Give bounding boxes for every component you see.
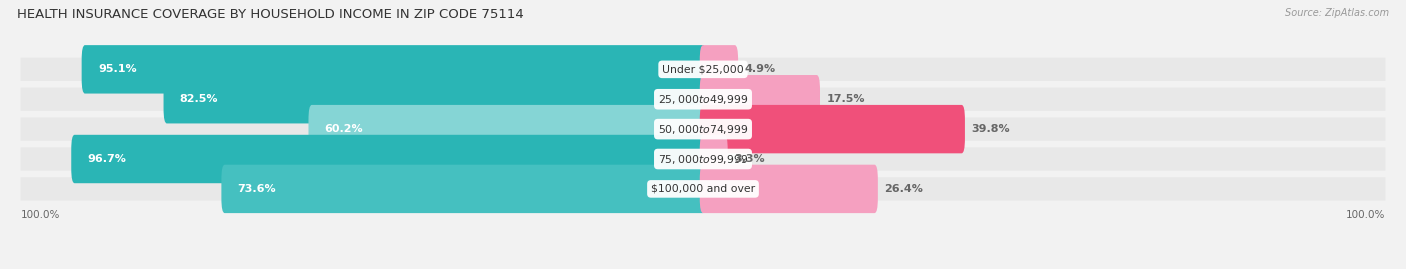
Text: $25,000 to $49,999: $25,000 to $49,999	[658, 93, 748, 106]
FancyBboxPatch shape	[700, 105, 965, 153]
Text: $100,000 and over: $100,000 and over	[651, 184, 755, 194]
FancyBboxPatch shape	[700, 75, 820, 123]
Text: 73.6%: 73.6%	[238, 184, 276, 194]
Text: 100.0%: 100.0%	[1346, 210, 1385, 220]
FancyBboxPatch shape	[700, 165, 877, 213]
FancyBboxPatch shape	[21, 177, 1385, 201]
Text: 100.0%: 100.0%	[21, 210, 60, 220]
Legend: With Coverage, Without Coverage: With Coverage, Without Coverage	[572, 266, 834, 269]
Text: 39.8%: 39.8%	[972, 124, 1010, 134]
FancyBboxPatch shape	[21, 147, 1385, 171]
FancyBboxPatch shape	[221, 165, 706, 213]
Text: 26.4%: 26.4%	[884, 184, 924, 194]
FancyBboxPatch shape	[21, 88, 1385, 111]
FancyBboxPatch shape	[21, 118, 1385, 141]
Text: HEALTH INSURANCE COVERAGE BY HOUSEHOLD INCOME IN ZIP CODE 75114: HEALTH INSURANCE COVERAGE BY HOUSEHOLD I…	[17, 8, 523, 21]
Text: 17.5%: 17.5%	[827, 94, 865, 104]
Text: 96.7%: 96.7%	[87, 154, 127, 164]
Text: 60.2%: 60.2%	[325, 124, 363, 134]
FancyBboxPatch shape	[700, 45, 738, 94]
Text: $75,000 to $99,999: $75,000 to $99,999	[658, 153, 748, 165]
FancyBboxPatch shape	[82, 45, 706, 94]
Text: Source: ZipAtlas.com: Source: ZipAtlas.com	[1285, 8, 1389, 18]
Text: 4.9%: 4.9%	[745, 64, 776, 74]
FancyBboxPatch shape	[72, 135, 706, 183]
Text: 95.1%: 95.1%	[98, 64, 136, 74]
Text: 82.5%: 82.5%	[180, 94, 218, 104]
FancyBboxPatch shape	[308, 105, 706, 153]
FancyBboxPatch shape	[700, 135, 728, 183]
FancyBboxPatch shape	[21, 58, 1385, 81]
Text: $50,000 to $74,999: $50,000 to $74,999	[658, 123, 748, 136]
FancyBboxPatch shape	[163, 75, 706, 123]
Text: Under $25,000: Under $25,000	[662, 64, 744, 74]
Text: 3.3%: 3.3%	[734, 154, 765, 164]
